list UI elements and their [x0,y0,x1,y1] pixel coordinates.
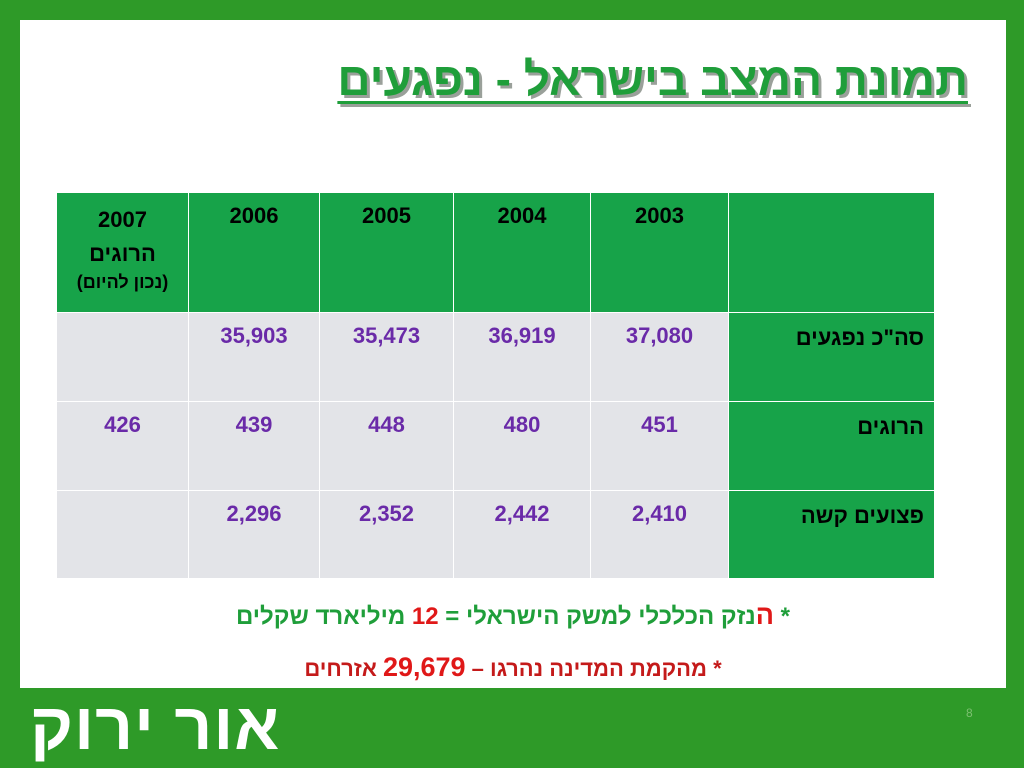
column-header-2003: 2003 [590,192,729,313]
column-header-2007-year: 2007 [98,207,147,232]
column-header-2005: 2005 [319,192,454,313]
casualties-table: 2003 2004 2005 2006 2007 הרוגים (נכון לה… [56,192,935,579]
table-cell: 439 [188,401,320,491]
table-cell: 35,903 [188,312,320,402]
note-text: נזק הכלכלי למשק הישראלי = [445,603,756,630]
total-killed-note: * מהקמת המדינה נהרגו – 29,679 אזרחים [20,652,1006,683]
table-cell: 2,410 [590,490,729,579]
table-row: הרוגים 451 480 448 439 426 [56,401,935,491]
table-cell [56,312,189,402]
brand-logo: אור ירוק [30,689,281,763]
row-header-killed: הרוגים [728,401,935,491]
note-bullet: * [780,603,790,630]
note-text: אזרחים [304,656,377,681]
economic-damage-note: * הנזק הכלכלי למשק הישראלי = 12 מיליארד … [20,600,1006,631]
table-cell: 448 [319,401,454,491]
page-number: 8 [966,706,973,720]
table-cell: 426 [56,401,189,491]
slide-title: תמונת המצב בישראל - נפגעים [337,53,968,105]
table-row: פצועים קשה 2,410 2,442 2,352 2,296 [56,490,935,579]
table-cell: 35,473 [319,312,454,402]
column-header-2006: 2006 [188,192,320,313]
table-header-row: 2003 2004 2005 2006 2007 הרוגים (נכון לה… [56,192,935,313]
table-cell: 2,296 [188,490,320,579]
column-header-2007-note: (נכון להיום) [76,272,169,292]
column-header-2007-killed: הרוגים [89,241,156,266]
table-cell: 2,442 [453,490,591,579]
table-cell: 451 [590,401,729,491]
row-header-severely-injured: פצועים קשה [728,490,935,579]
note-bullet: * [713,656,722,681]
note-number: 29,679 [382,652,466,682]
column-header-2007: 2007 הרוגים (נכון להיום) [56,192,189,313]
table-cell [56,490,189,579]
note-number: 12 [411,603,439,630]
table-corner-cell [728,192,935,313]
table-row: סה"כ נפגעים 37,080 36,919 35,473 35,903 [56,312,935,402]
note-lead-letter: ה [755,600,774,630]
row-header-total-injured: סה"כ נפגעים [728,312,935,402]
table-cell: 37,080 [590,312,729,402]
table-cell: 480 [453,401,591,491]
table-cell: 36,919 [453,312,591,402]
note-text: מיליארד שקלים [235,603,406,630]
note-text: מהקמת המדינה נהרגו – [471,656,707,681]
column-header-2004: 2004 [453,192,591,313]
table-cell: 2,352 [319,490,454,579]
